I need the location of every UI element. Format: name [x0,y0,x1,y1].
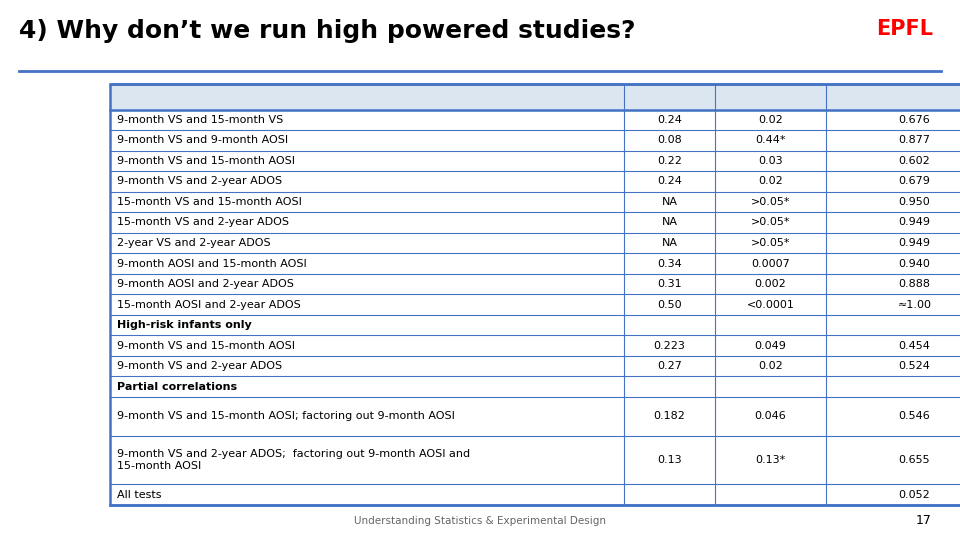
Text: NA: NA [661,238,678,248]
Text: 0.13*: 0.13* [756,455,785,465]
Text: 17: 17 [915,514,931,526]
Text: 0.546: 0.546 [899,411,930,421]
Text: >0.05*: >0.05* [751,218,790,227]
Text: 0.046: 0.046 [755,411,786,421]
Text: 9-month VS and 15-month AOSI: 9-month VS and 15-month AOSI [117,156,295,166]
Text: 9-month VS and 2-year ADOS: 9-month VS and 2-year ADOS [117,361,282,371]
Text: EPFL: EPFL [876,19,933,39]
Text: 0.049: 0.049 [755,341,786,350]
Text: 0.50: 0.50 [658,300,682,309]
Text: 0.44*: 0.44* [756,136,785,145]
Text: 15-month AOSI and 2-year ADOS: 15-month AOSI and 2-year ADOS [117,300,300,309]
Text: 0.02: 0.02 [758,177,782,186]
Text: 0.22: 0.22 [658,156,682,166]
Text: 0.940: 0.940 [899,259,930,268]
Text: High-risk infants only: High-risk infants only [117,320,252,330]
Text: 0.24: 0.24 [658,115,682,125]
Text: 9-month AOSI and 15-month AOSI: 9-month AOSI and 15-month AOSI [117,259,307,268]
Text: >0.05*: >0.05* [751,238,790,248]
Text: 0.454: 0.454 [899,341,930,350]
Text: 0.655: 0.655 [899,455,930,465]
Text: 0.949: 0.949 [899,238,930,248]
Text: 0.524: 0.524 [899,361,930,371]
Text: ≈1.00: ≈1.00 [898,300,931,309]
Text: 0.949: 0.949 [899,218,930,227]
Text: 0.24: 0.24 [658,177,682,186]
Text: 0.34: 0.34 [658,259,682,268]
Text: 0.679: 0.679 [899,177,930,186]
Text: 0.182: 0.182 [654,411,685,421]
Text: 0.002: 0.002 [755,279,786,289]
Text: 9-month VS and 15-month VS: 9-month VS and 15-month VS [117,115,283,125]
Text: 0.08: 0.08 [658,136,682,145]
Text: 0.13: 0.13 [658,455,682,465]
Text: 15-month VS and 15-month AOSI: 15-month VS and 15-month AOSI [117,197,302,207]
Text: p: p [766,90,775,103]
Text: 0.31: 0.31 [658,279,682,289]
Text: NA: NA [661,218,678,227]
Text: 0.950: 0.950 [899,197,930,207]
Text: 9-month VS and 15-month AOSI; factoring out 9-month AOSI: 9-month VS and 15-month AOSI; factoring … [117,411,455,421]
Text: 9-month VS and 2-year ADOS: 9-month VS and 2-year ADOS [117,177,282,186]
Text: 4) Why don’t we run high powered studies?: 4) Why don’t we run high powered studies… [19,19,636,43]
Text: NA: NA [661,197,678,207]
Text: r: r [666,90,673,103]
Text: 0.676: 0.676 [899,115,930,125]
Text: >0.05*: >0.05* [751,197,790,207]
Text: <0.0001: <0.0001 [747,300,794,309]
Text: 15-month VS and 2-year ADOS: 15-month VS and 2-year ADOS [117,218,289,227]
Text: Partial correlations: Partial correlations [117,382,237,392]
Text: 0.02: 0.02 [758,115,782,125]
Text: All tests: All tests [117,490,161,500]
Text: 0.052: 0.052 [899,490,930,500]
Text: 0.223: 0.223 [654,341,685,350]
Text: 0.02: 0.02 [758,361,782,371]
Text: 9-month VS and 9-month AOSI: 9-month VS and 9-month AOSI [117,136,288,145]
Text: Comparison: Comparison [117,90,196,103]
Text: 0.0007: 0.0007 [751,259,790,268]
Text: 9-month AOSI and 2-year ADOS: 9-month AOSI and 2-year ADOS [117,279,294,289]
Text: 2-year VS and 2-year ADOS: 2-year VS and 2-year ADOS [117,238,271,248]
Text: 0.03: 0.03 [758,156,782,166]
Text: 9-month VS and 2-year ADOS;  factoring out 9-month AOSI and
15-month AOSI: 9-month VS and 2-year ADOS; factoring ou… [117,449,470,471]
Text: Understanding Statistics & Experimental Design: Understanding Statistics & Experimental … [354,516,606,526]
Text: Probability of success: Probability of success [842,90,960,103]
Text: 0.888: 0.888 [899,279,930,289]
Text: 0.602: 0.602 [899,156,930,166]
Text: 0.27: 0.27 [658,361,682,371]
Text: 0.877: 0.877 [899,136,930,145]
Text: 9-month VS and 15-month AOSI: 9-month VS and 15-month AOSI [117,341,295,350]
